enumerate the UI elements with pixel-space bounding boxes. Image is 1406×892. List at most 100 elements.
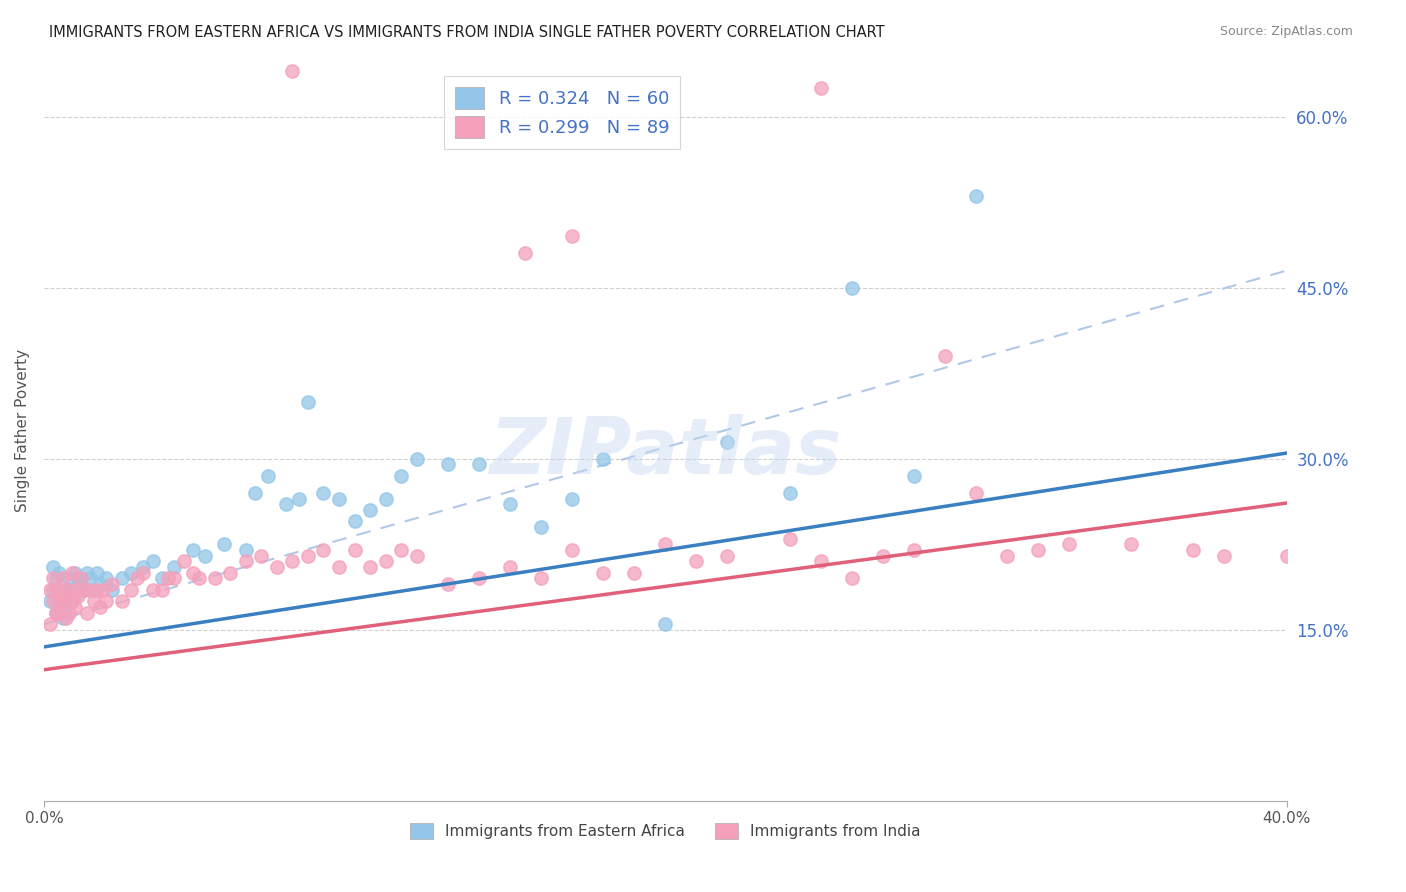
- Point: [903, 543, 925, 558]
- Point: [530, 520, 553, 534]
- Point: [120, 566, 142, 580]
- Point: [405, 549, 427, 563]
- Point: [76, 606, 98, 620]
- Point: [39, 582, 62, 597]
- Point: [94, 572, 117, 586]
- Point: [51, 589, 73, 603]
- Point: [60, 594, 83, 608]
- Point: [1399, 549, 1406, 563]
- Point: [654, 537, 676, 551]
- Point: [592, 451, 614, 466]
- Point: [389, 543, 412, 558]
- Point: [55, 594, 77, 608]
- Point: [1213, 549, 1236, 563]
- Point: [212, 537, 235, 551]
- Point: [45, 572, 67, 586]
- Point: [150, 582, 173, 597]
- Point: [163, 572, 186, 586]
- Point: [343, 543, 366, 558]
- Point: [42, 560, 65, 574]
- Point: [281, 64, 304, 78]
- Point: [995, 549, 1018, 563]
- Point: [235, 543, 257, 558]
- Point: [51, 611, 73, 625]
- Point: [127, 572, 149, 586]
- Text: Source: ZipAtlas.com: Source: ZipAtlas.com: [1219, 25, 1353, 38]
- Point: [181, 566, 204, 580]
- Point: [79, 572, 101, 586]
- Point: [965, 486, 987, 500]
- Point: [48, 566, 70, 580]
- Point: [45, 606, 67, 620]
- Point: [1182, 543, 1205, 558]
- Point: [76, 566, 98, 580]
- Point: [45, 582, 67, 597]
- Point: [243, 486, 266, 500]
- Point: [60, 566, 83, 580]
- Point: [67, 589, 90, 603]
- Point: [685, 554, 707, 568]
- Point: [48, 606, 70, 620]
- Point: [79, 582, 101, 597]
- Point: [219, 566, 242, 580]
- Point: [101, 577, 124, 591]
- Point: [561, 491, 583, 506]
- Point: [63, 600, 86, 615]
- Point: [150, 572, 173, 586]
- Point: [42, 594, 65, 608]
- Point: [83, 582, 105, 597]
- Point: [256, 468, 278, 483]
- Point: [55, 600, 77, 615]
- Point: [110, 594, 132, 608]
- Point: [623, 566, 645, 580]
- Point: [287, 491, 309, 506]
- Point: [530, 572, 553, 586]
- Point: [328, 491, 350, 506]
- Point: [281, 554, 304, 568]
- Point: [359, 503, 381, 517]
- Point: [51, 594, 73, 608]
- Point: [716, 549, 738, 563]
- Point: [132, 566, 155, 580]
- Point: [810, 81, 832, 95]
- Point: [55, 611, 77, 625]
- Point: [89, 600, 111, 615]
- Point: [297, 549, 319, 563]
- Point: [101, 582, 124, 597]
- Point: [86, 582, 108, 597]
- Point: [63, 566, 86, 580]
- Point: [110, 572, 132, 586]
- Point: [312, 486, 335, 500]
- Point: [45, 606, 67, 620]
- Point: [55, 582, 77, 597]
- Point: [312, 543, 335, 558]
- Point: [60, 594, 83, 608]
- Point: [39, 594, 62, 608]
- Y-axis label: Single Father Poverty: Single Father Poverty: [15, 349, 30, 512]
- Point: [157, 572, 180, 586]
- Point: [163, 560, 186, 574]
- Point: [48, 594, 70, 608]
- Point: [142, 582, 165, 597]
- Point: [58, 606, 80, 620]
- Point: [1121, 537, 1143, 551]
- Point: [83, 594, 105, 608]
- Legend: Immigrants from Eastern Africa, Immigrants from India: Immigrants from Eastern Africa, Immigran…: [404, 817, 927, 845]
- Text: ZIPatlas: ZIPatlas: [489, 415, 841, 491]
- Point: [965, 189, 987, 203]
- Point: [70, 572, 93, 586]
- Point: [561, 229, 583, 244]
- Point: [89, 577, 111, 591]
- Point: [515, 246, 537, 260]
- Point: [235, 554, 257, 568]
- Point: [903, 468, 925, 483]
- Point: [779, 532, 801, 546]
- Point: [194, 549, 217, 563]
- Point: [468, 458, 491, 472]
- Point: [58, 582, 80, 597]
- Point: [42, 582, 65, 597]
- Point: [204, 572, 226, 586]
- Point: [810, 554, 832, 568]
- Point: [297, 394, 319, 409]
- Point: [173, 554, 195, 568]
